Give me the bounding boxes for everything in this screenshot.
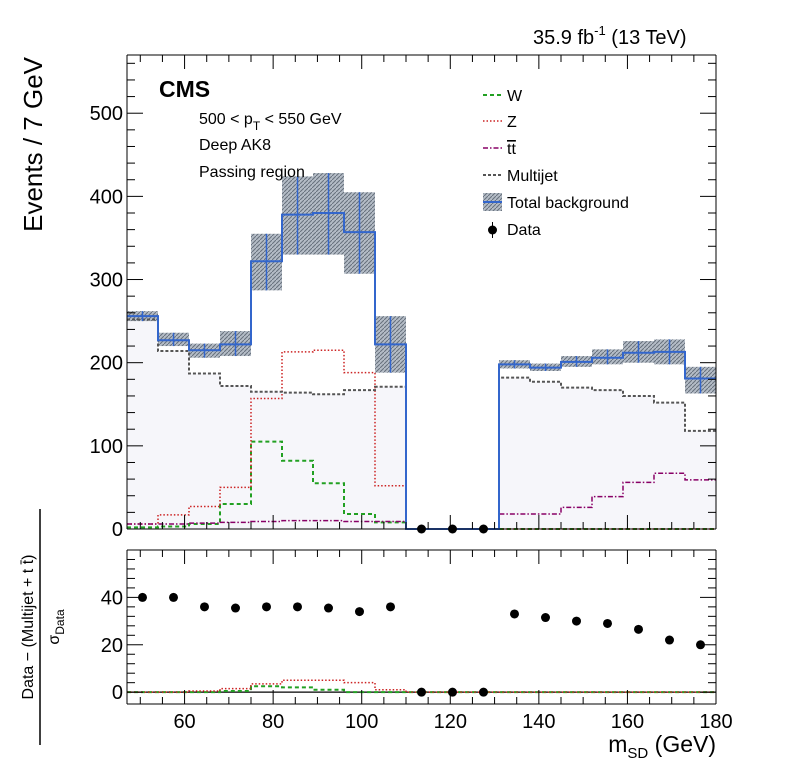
legend-entry-z: Z <box>483 114 517 131</box>
x-tick-label: 160 <box>611 711 644 733</box>
x-axis-label-sub: SD <box>627 745 648 762</box>
pt-sub: T <box>253 119 261 133</box>
y-tick-label: 20 <box>101 635 123 657</box>
ratio-data-point <box>324 603 333 613</box>
ratio-data-point <box>355 607 364 617</box>
total-histogram-line <box>127 212 716 530</box>
x-tick-label: 120 <box>434 711 467 733</box>
legend-data-label: Data <box>507 222 541 239</box>
x-axis-label-m: m <box>608 731 627 757</box>
ratio-ylabel-sigma-sub: Data <box>53 609 67 635</box>
ratio-points-layer <box>138 592 705 697</box>
energy-label: (13 TeV) <box>606 27 687 49</box>
multijet-fill <box>127 319 716 529</box>
pt-prefix: 500 < p <box>199 111 253 128</box>
ratio-ylabel-numerator: Data − (Multijet + t t̄) <box>20 555 37 700</box>
x-axis-label-unit: (GeV) <box>648 731 716 757</box>
legend: W Z tt Multijet Total background <box>483 88 629 239</box>
legend-w-label: W <box>507 88 523 105</box>
ratio-data-point <box>603 618 612 628</box>
y-tick-label: 40 <box>101 587 123 609</box>
ratio-data-point <box>634 624 643 634</box>
x-tick-label: 180 <box>699 711 732 733</box>
region-label: Passing region <box>199 164 305 181</box>
lumi-value: 35.9 fb <box>533 27 594 49</box>
ratio-data-point <box>541 613 550 623</box>
ratio-data-point <box>479 687 488 697</box>
z-ratio-line <box>127 679 716 693</box>
ratio-data-point <box>510 609 519 619</box>
legend-data-marker <box>488 225 497 235</box>
x-tick-label: 80 <box>262 711 284 733</box>
ratio-data-point <box>572 616 581 626</box>
bottom-axes: 60 80 100 120 140 160 180 0 20 40 <box>101 549 733 733</box>
x-axis-label: mSD (GeV) <box>608 731 716 762</box>
ratio-ylabel-sigma: σ <box>46 635 63 645</box>
y-axis-label: Events / 7 GeV <box>18 56 48 232</box>
legend-entry-tt: tt <box>483 141 516 158</box>
pt-suffix: < 550 GeV <box>260 111 342 128</box>
ratio-data-point <box>448 687 457 697</box>
ratio-data-point <box>262 602 271 612</box>
legend-total-label: Total background <box>507 195 629 212</box>
tagger-label: Deep AK8 <box>199 137 271 154</box>
x-tick-label: 140 <box>522 711 555 733</box>
ratio-y-axis-label: Data − (Multijet + t t̄) σData <box>20 509 67 745</box>
ratio-data-point <box>386 602 395 612</box>
ratio-data-point <box>169 592 178 602</box>
ratio-data-point <box>293 602 302 612</box>
lumi-label: 35.9 fb-1 (13 TeV) <box>533 23 687 49</box>
lumi-unit-sup: -1 <box>594 23 606 38</box>
legend-entry-multijet: Multijet <box>483 168 558 185</box>
y-tick-label: 400 <box>90 186 123 208</box>
top-panel: 0 100 200 300 400 500 Events / 7 GeV CMS 500 … <box>18 54 717 541</box>
legend-entry-w: W <box>483 88 523 105</box>
y-tick-label: 0 <box>112 682 123 704</box>
legend-tt-label: tt <box>507 141 516 158</box>
w-ratio-line <box>127 685 716 694</box>
legend-multijet-label: Multijet <box>507 168 558 185</box>
ratio-ylabel-denominator: σData <box>46 609 67 645</box>
cms-label: CMS <box>159 76 210 102</box>
ratio-data-point <box>665 635 674 645</box>
y-tick-label: 300 <box>90 270 123 292</box>
x-tick-label: 60 <box>173 711 195 733</box>
top-axes: 0 100 200 300 400 500 <box>90 54 717 541</box>
y-tick-label: 0 <box>112 519 123 541</box>
ratio-data-point <box>231 603 240 613</box>
bottom-plot-area <box>127 550 716 704</box>
ratio-data-point <box>200 602 209 612</box>
y-tick-label: 200 <box>90 353 123 375</box>
legend-z-label: Z <box>507 114 517 131</box>
ratio-data-point <box>417 687 426 697</box>
z-histogram-line <box>127 349 716 530</box>
legend-entry-total: Total background <box>483 193 629 212</box>
x-tick-label: 100 <box>345 711 378 733</box>
bottom-panel: 60 80 100 120 140 160 180 0 20 40 Data − (Multije… <box>20 509 733 762</box>
legend-entry-data: Data <box>488 222 541 239</box>
y-tick-label: 100 <box>90 436 123 458</box>
pt-range-label: 500 < pT < 550 GeV <box>199 111 342 133</box>
y-tick-label: 500 <box>90 103 123 125</box>
